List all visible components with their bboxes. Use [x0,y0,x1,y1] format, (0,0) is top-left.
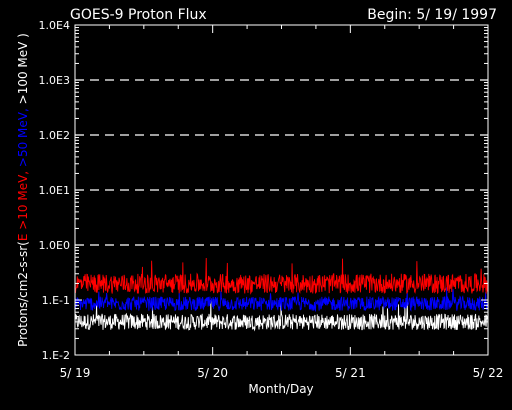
series-line [74,257,489,295]
y-axis-ticks: 1.E-2 1.E-1 1.0E0 1.0E1 1.0E2 1.0E3 1.0E4 [39,19,488,362]
y-tick-label: 1.0E4 [39,19,70,32]
begin-date: Begin: 5/ 19/ 1997 [367,7,497,23]
y-axis-label-part: E >10 MeV, [16,167,30,241]
series-layer [74,257,489,332]
x-tick-label: 5/ 21 [335,366,366,380]
gridlines [75,79,488,246]
y-axis-label-part: Protons/cm2-s-sr( [16,241,30,347]
y-axis-label: Protons/cm2-s-sr(E >10 MeV, >50 MeV, >10… [16,33,30,347]
x-axis-ticks: 5/ 19 5/ 20 5/ 21 5/ 22 [60,25,504,380]
y-tick-label: 1.0E0 [39,239,70,252]
x-tick-label: 5/ 19 [60,366,91,380]
x-axis-label: Month/Day [248,382,313,396]
y-tick-label: 1.E-2 [42,349,70,362]
y-tick-label: 1.0E1 [39,184,70,197]
x-tick-label: 5/ 22 [473,366,504,380]
y-tick-label: 1.0E3 [39,74,70,87]
y-tick-label: 1.E-1 [42,294,70,307]
series-line [74,287,489,313]
chart-title: GOES-9 Proton Flux [70,7,207,23]
y-axis-label-part: >100 MeV ) [16,33,30,104]
y-tick-label: 1.0E2 [39,129,70,142]
y-axis-label-part: >50 MeV, [16,104,30,167]
series-line [74,300,489,332]
x-tick-label: 5/ 20 [197,366,228,380]
